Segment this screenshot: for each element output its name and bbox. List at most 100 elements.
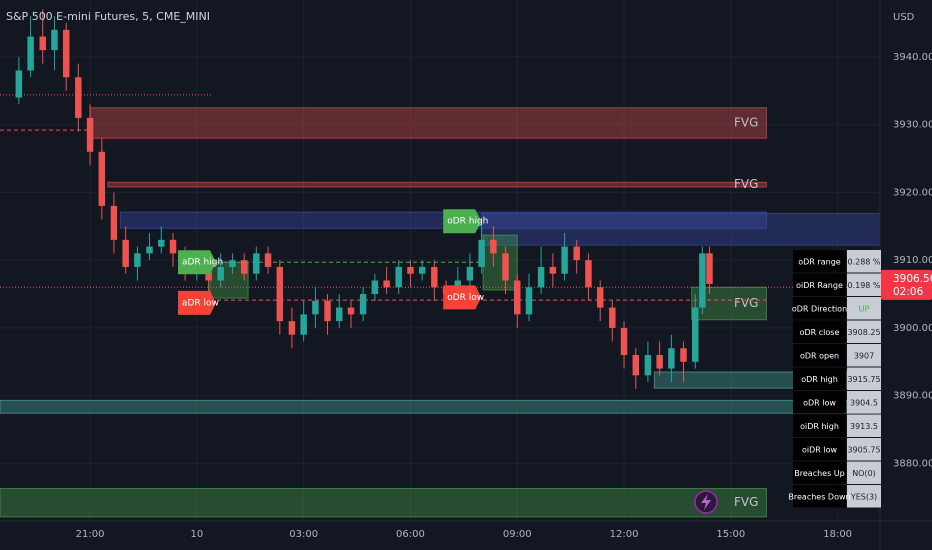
candle-body [122,239,129,267]
zone-label: FVG [734,296,758,310]
marker-box [177,250,216,275]
candle-body [632,355,640,376]
zone [0,487,767,518]
table-value-cell [847,344,881,367]
table-label-cell [793,391,846,414]
table-value: 3905.75 [847,445,880,454]
candle-body [668,348,675,369]
candle-body [51,29,58,51]
candle-body [229,260,236,267]
table-value-cell [847,414,881,437]
candle-body [27,36,34,71]
table-value: UP [859,304,870,313]
candle-body [490,239,497,254]
candle-body [62,29,70,78]
candle-body [514,280,521,315]
candle-body [169,239,177,254]
table-value: 3908.25 [847,328,880,337]
table-value-cell [847,297,881,320]
marker-label: aDR high [182,258,223,268]
candle-body [692,307,699,362]
table-label-cell [793,297,846,320]
table-label: oDR open [800,351,839,360]
candle-body [407,266,414,274]
candle-body [134,253,141,267]
candle-body [86,117,94,152]
candle-body [549,266,557,274]
candle-body [158,239,165,247]
x-tick-label: 09:00 [503,529,532,540]
y-tick-label: 3920.00 [893,187,932,198]
table-value: YES(3) [850,492,877,501]
candle-body [336,307,343,322]
marker-box [443,209,482,234]
table-value: 3913.5 [850,422,878,431]
y-tick-label: 3880.00 [893,458,932,469]
table-label-cell [793,414,846,437]
table-label: oiDR low [802,445,837,454]
candle-body [98,151,106,206]
candle-body [573,246,580,261]
marker-label: oDR high [447,217,488,227]
candle-body [561,246,568,274]
axes: 3880.00 3890.00 3900.00 3910.00 3920.00 3930.… [76,52,932,540]
zone [107,181,767,188]
table-value-cell [847,320,881,343]
table-value-cell [847,391,881,414]
x-tick-label: 15:00 [716,529,745,540]
alert-icon[interactable] [694,490,718,514]
table-value: 3915.75 [847,375,880,384]
x-tick-label: 03:00 [289,529,318,540]
table-value: 0.288 % [847,257,880,266]
table-label: oDR Direction [792,304,847,313]
candle-body [217,266,224,281]
marker-box [443,285,482,310]
table-value-cell [847,250,881,273]
candle-body [699,253,706,308]
marker-label: oDR low [447,293,484,303]
table-value: 3907 [854,351,874,360]
table-value: NO(0) [852,469,876,478]
candle-body [466,266,474,281]
candle-body [478,239,485,267]
candle-body [15,70,23,98]
candle-body [276,266,284,322]
y-tick-label: 3910.00 [893,255,932,266]
table-label: Breaches Up [794,469,844,478]
candle-body [75,77,82,118]
zone-label: FVG [734,495,758,509]
candle-body [359,294,367,315]
x-tick-label: 10 [190,529,203,540]
candle-body [371,280,379,295]
x-tick-label: 06:00 [396,529,425,540]
marker-label: aDR low [182,298,219,308]
table-value-cell [847,367,881,390]
zone [653,371,881,389]
candle-body [706,253,713,284]
alert-bolt[interactable] [701,494,711,510]
table-label: oDR low [803,398,836,407]
chart-title: S&P 500 E-mini Futures, 5, CME_MINI [6,10,210,23]
candle-body [596,287,604,308]
table-label: Breaches Down [788,492,850,501]
table-label-cell [793,461,846,484]
table-label-cell [793,367,846,390]
candle-body [383,280,390,288]
candle-body [288,321,296,335]
y-tick-label: 3930.00 [893,120,932,131]
table-value-cell [847,438,881,461]
table-label: oiDR high [800,422,839,431]
table-label-cell [793,485,846,508]
y-tick-label: 3890.00 [893,391,932,402]
candle-body [264,253,272,267]
table-value-cell [847,273,881,296]
table-label-cell [793,250,846,273]
zone [482,234,518,291]
x-tick-label: 12:00 [610,529,639,540]
table-value: 3904.5 [850,398,878,407]
candles [15,9,713,389]
candle-body [110,205,118,240]
candle-body [240,260,248,274]
candle-body [525,287,533,315]
